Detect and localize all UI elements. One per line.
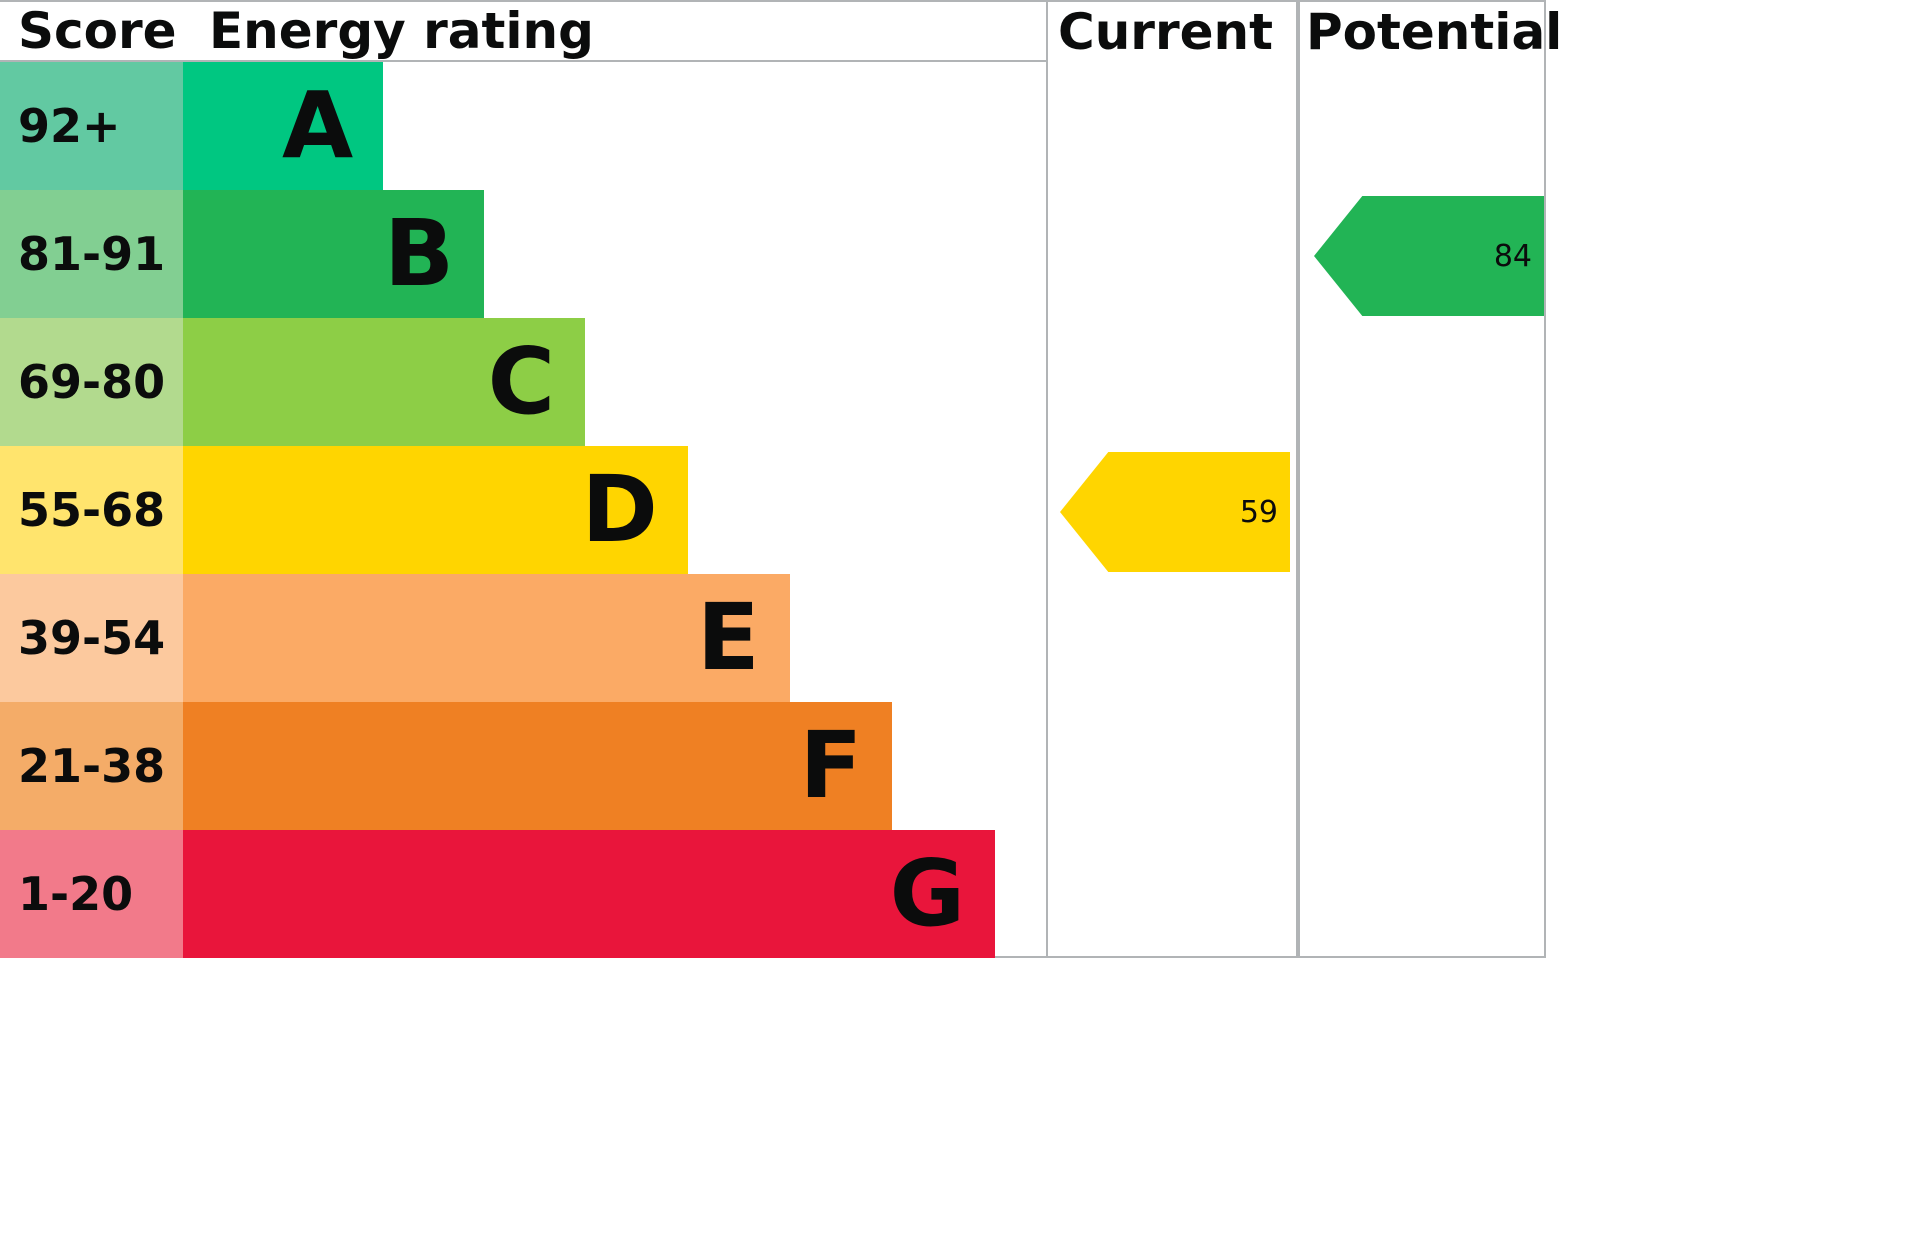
header-potential: Potential <box>1306 3 1563 61</box>
band-row-b: 81-91 B <box>0 190 1046 318</box>
rating-bar-e: E <box>183 574 790 702</box>
potential-rating-value: 84 <box>1493 238 1532 274</box>
header-current: Current <box>1058 3 1274 61</box>
header-score: Score <box>0 2 183 62</box>
chart-header: Score Energy rating Current Potential <box>0 2 1563 62</box>
current-rating-value: 59 <box>1239 494 1278 530</box>
rating-area-a: A <box>183 62 1046 190</box>
rating-bar-a: A <box>183 62 384 190</box>
rating-letter-g: G <box>889 840 966 947</box>
rating-letter-e: E <box>696 584 760 691</box>
rating-area-d: D <box>183 446 1046 574</box>
rating-letter-f: F <box>799 712 863 819</box>
band-row-c: 69-80 C <box>0 318 1046 446</box>
band-row-d: 55-68 D <box>0 446 1046 574</box>
band-row-f: 21-38 F <box>0 702 1046 830</box>
score-range-a: 92+ <box>0 62 183 190</box>
rating-letter-d: D <box>581 456 658 563</box>
rating-bands: 92+ A 81-91 B 69-80 C 55-68 D 39-54 <box>0 62 1046 958</box>
rating-bar-f: F <box>183 702 893 830</box>
header-energy-rating: Energy rating <box>183 2 1046 62</box>
rating-letter-c: C <box>487 328 556 435</box>
rating-bar-c: C <box>183 318 586 446</box>
rating-bar-b: B <box>183 190 485 318</box>
score-range-d: 55-68 <box>0 446 183 574</box>
rating-area-c: C <box>183 318 1046 446</box>
epc-rating-chart: Score Energy rating Current Potential 92… <box>0 0 1563 958</box>
score-range-b: 81-91 <box>0 190 183 318</box>
rating-letter-b: B <box>384 200 455 307</box>
rating-letter-a: A <box>282 72 354 179</box>
band-row-g: 1-20 G <box>0 830 1046 958</box>
band-row-a: 92+ A <box>0 62 1046 190</box>
score-range-f: 21-38 <box>0 702 183 830</box>
score-range-g: 1-20 <box>0 830 183 958</box>
potential-column-frame <box>1298 2 1546 958</box>
rating-area-b: B <box>183 190 1046 318</box>
band-row-e: 39-54 E <box>0 574 1046 702</box>
score-range-c: 69-80 <box>0 318 183 446</box>
current-rating-arrow: 59 <box>1060 452 1290 572</box>
potential-rating-arrow: 84 <box>1314 196 1544 316</box>
score-range-e: 39-54 <box>0 574 183 702</box>
rating-area-g: G <box>183 830 1046 958</box>
rating-bar-g: G <box>183 830 996 958</box>
rating-area-f: F <box>183 702 1046 830</box>
rating-area-e: E <box>183 574 1046 702</box>
rating-bar-d: D <box>183 446 688 574</box>
